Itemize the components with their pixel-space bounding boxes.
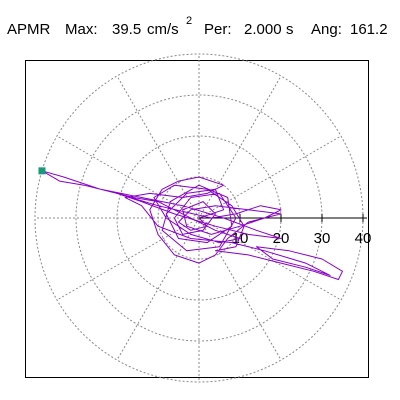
period-label: Per:	[204, 21, 232, 38]
max-label: Max:	[65, 21, 98, 38]
grid-spoke-150	[56, 135, 200, 219]
grid-spoke-30	[198, 135, 342, 219]
header-readout: APMR Max: 39.5 cm/s 2 Per: 2.000 s Ang: …	[0, 0, 400, 44]
axis-tick-label-30: 30	[314, 230, 331, 247]
marker-group	[38, 167, 46, 175]
max-value: 39.5	[112, 21, 142, 38]
max-amplitude-marker	[38, 167, 46, 175]
max-unit-exponent: 2	[186, 15, 193, 27]
grid-spoke-210	[56, 217, 200, 301]
station-code: APMR	[7, 21, 51, 38]
angle-label: Ang:	[311, 21, 342, 38]
grid-spoke-300	[198, 217, 282, 361]
grid-spoke-60	[198, 75, 282, 219]
period-unit: s	[286, 21, 294, 38]
motion-trace	[41, 170, 343, 280]
axis-tick-label-40: 40	[355, 230, 372, 247]
grid-spoke-240	[116, 217, 200, 361]
angle-value: 161.2	[350, 21, 388, 38]
plot-frame	[25, 60, 369, 378]
period-value: 2.000	[244, 21, 282, 38]
grid-spoke-330	[198, 217, 342, 301]
motion-trace-group	[41, 170, 343, 280]
max-unit: cm/s	[147, 21, 179, 38]
grid-spoke-120	[116, 75, 200, 219]
